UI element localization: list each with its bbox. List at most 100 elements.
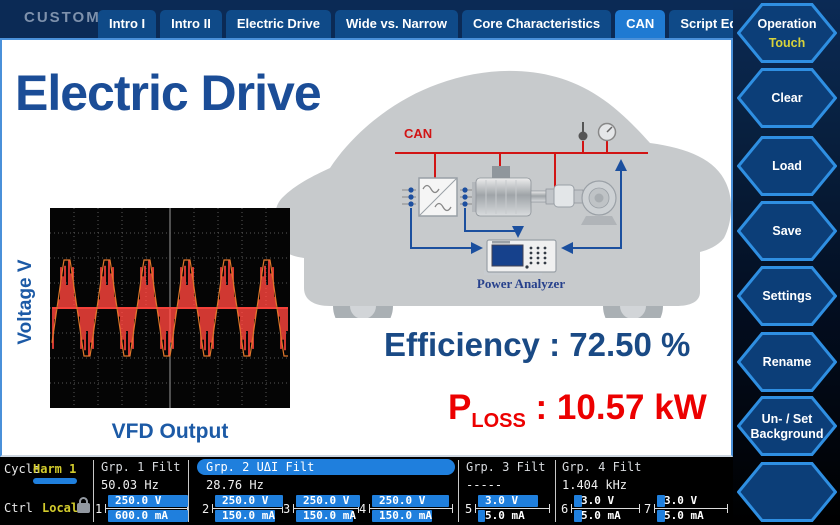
operation-button[interactable]: Operation Touch <box>737 3 837 63</box>
zero-level-marker-icon <box>0 302 1 314</box>
current-range-bar <box>657 510 665 522</box>
scope-caption: VFD Output <box>111 420 229 443</box>
clear-label: Clear <box>771 91 803 105</box>
save-label: Save <box>772 224 802 238</box>
ploss-symbol: P <box>448 388 472 427</box>
voltage-value: 250.0 V <box>115 494 162 507</box>
power-analyzer-label: Power Analyzer <box>476 276 566 291</box>
channel-number: 3 <box>283 502 291 516</box>
current-value: 150.0 mA <box>379 509 432 522</box>
operation-label: Operation <box>757 16 817 31</box>
unset-label-line1: Un- / Set <box>761 411 813 426</box>
voltage-range-bar <box>296 495 360 507</box>
hexagon-shape <box>737 201 837 261</box>
tab-intro-1[interactable]: Intro I <box>98 10 157 38</box>
load-machine-icon <box>581 180 617 225</box>
channel-range-line <box>369 504 453 513</box>
hexagon-shape <box>737 266 837 326</box>
group2-frequency: 28.76 Hz <box>206 478 264 492</box>
current-value: 600.0 mA <box>115 509 168 522</box>
voltage-range-bar <box>574 495 582 507</box>
channel-range-line <box>105 504 188 513</box>
group2-header-selected[interactable]: Grp. 2 UΔI Filt <box>197 459 455 475</box>
settings-button[interactable]: Settings <box>737 266 837 326</box>
channel-range-line <box>293 504 359 513</box>
blank-soft-key[interactable] <box>737 462 837 522</box>
status-separator <box>188 460 189 522</box>
status-separator <box>93 460 94 522</box>
current-value: 150.0 mA <box>303 509 356 522</box>
channel-5[interactable]: 5 3.0 V 5.0 mA <box>465 494 550 523</box>
channel-6[interactable]: 6 3.0 V 5.0 mA <box>561 494 640 523</box>
rename-label: Rename <box>762 355 812 369</box>
group4-header[interactable]: Grp. 4 Filt <box>562 460 642 474</box>
unset-label-line2: Background <box>750 426 824 441</box>
channel-range-line <box>212 504 283 513</box>
tab-intro-2[interactable]: Intro II <box>160 10 222 38</box>
voltage-range-bar <box>215 495 283 507</box>
load-button[interactable]: Load <box>737 136 837 196</box>
status-separator <box>458 460 459 522</box>
channel-1[interactable]: 1 250.0 V 600.0 mA <box>95 494 188 523</box>
channel-range-line <box>475 504 550 513</box>
custom-page-canvas: Electric Drive <box>0 38 733 457</box>
car-diagram-graphic <box>274 70 731 336</box>
ctrl-label: Ctrl <box>4 501 33 515</box>
power-loss-readout: PLOSS : 10.57 kW <box>448 388 707 432</box>
efficiency-value: 72.50 % <box>569 326 691 363</box>
hexagon-shape <box>737 136 837 196</box>
voltage-value: 250.0 V <box>303 494 350 507</box>
channel-number: 7 <box>644 502 652 516</box>
tab-wide-vs-narrow[interactable]: Wide vs. Narrow <box>334 10 458 38</box>
channel-4[interactable]: 4 250.0 V 150.0 mA <box>359 494 453 523</box>
hexagon-shape <box>737 462 837 522</box>
ploss-value: 10.57 kW <box>556 388 707 427</box>
group1-header[interactable]: Grp. 1 Filt <box>101 460 181 474</box>
tab-electric-drive[interactable]: Electric Drive <box>225 10 331 38</box>
clear-button[interactable]: Clear <box>737 68 837 128</box>
voltage-range-bar <box>657 495 665 507</box>
current-range-bar <box>574 510 582 522</box>
unset-background-button[interactable]: Un- / Set Background <box>737 396 837 456</box>
current-range-bar <box>478 510 485 522</box>
tab-can[interactable]: CAN <box>615 10 666 38</box>
tab-strip: Intro I Intro II Electric Drive Wide vs.… <box>98 10 770 38</box>
channel-2[interactable]: 2 250.0 V 150.0 mA <box>202 495 283 523</box>
voltage-value: 250.0 V <box>379 494 426 507</box>
group3-frequency: ----- <box>466 478 503 492</box>
top-bar: CUSTOM Intro I Intro II Electric Drive W… <box>0 0 770 38</box>
group1-frequency: 50.03 Hz <box>101 478 159 492</box>
channel-number: 4 <box>359 502 367 516</box>
tab-core-characteristics[interactable]: Core Characteristics <box>461 10 612 38</box>
channel-range-line <box>654 504 728 513</box>
channel-number: 5 <box>465 502 473 516</box>
group3-header[interactable]: Grp. 3 Filt <box>466 460 546 474</box>
electric-drive-diagram: CAN Power Analyzer <box>268 48 731 336</box>
ctrl-mode-value[interactable]: Local <box>42 501 79 515</box>
custom-mode-label: CUSTOM <box>24 9 101 26</box>
touch-mode-label: Touch <box>768 35 806 50</box>
vfd-waveform-scope <box>50 208 290 408</box>
voltage-value: 3.0 V <box>581 494 615 507</box>
power-analyzer-icon <box>484 239 557 275</box>
current-range-bar <box>296 510 353 522</box>
voltage-range-bar <box>478 495 538 507</box>
load-label: Load <box>772 159 802 173</box>
page-title: Electric Drive <box>15 65 322 121</box>
voltage-value: 3.0 V <box>485 494 519 507</box>
current-value: 150.0 mA <box>222 509 275 522</box>
current-range-bar <box>108 510 188 522</box>
cycle-mode-value[interactable]: Harm 1 <box>33 462 77 476</box>
channel-3[interactable]: 3 250.0 V 150.0 mA <box>283 494 360 523</box>
phase-connectors <box>402 187 472 207</box>
save-button[interactable]: Save <box>737 201 837 261</box>
efficiency-label: Efficiency <box>384 326 540 363</box>
voltage-range-bar <box>108 495 188 507</box>
group4-frequency: 1.404 kHz <box>562 478 628 492</box>
motor-icon <box>472 166 547 217</box>
soft-key-sidebar: Operation Touch Clear Load Save Settings … <box>733 0 840 525</box>
current-range-bar <box>215 510 275 522</box>
rename-button[interactable]: Rename <box>737 332 837 392</box>
lock-icon <box>77 497 90 513</box>
channel-7[interactable]: 7 3.0 V 5.0 mA <box>644 495 728 523</box>
